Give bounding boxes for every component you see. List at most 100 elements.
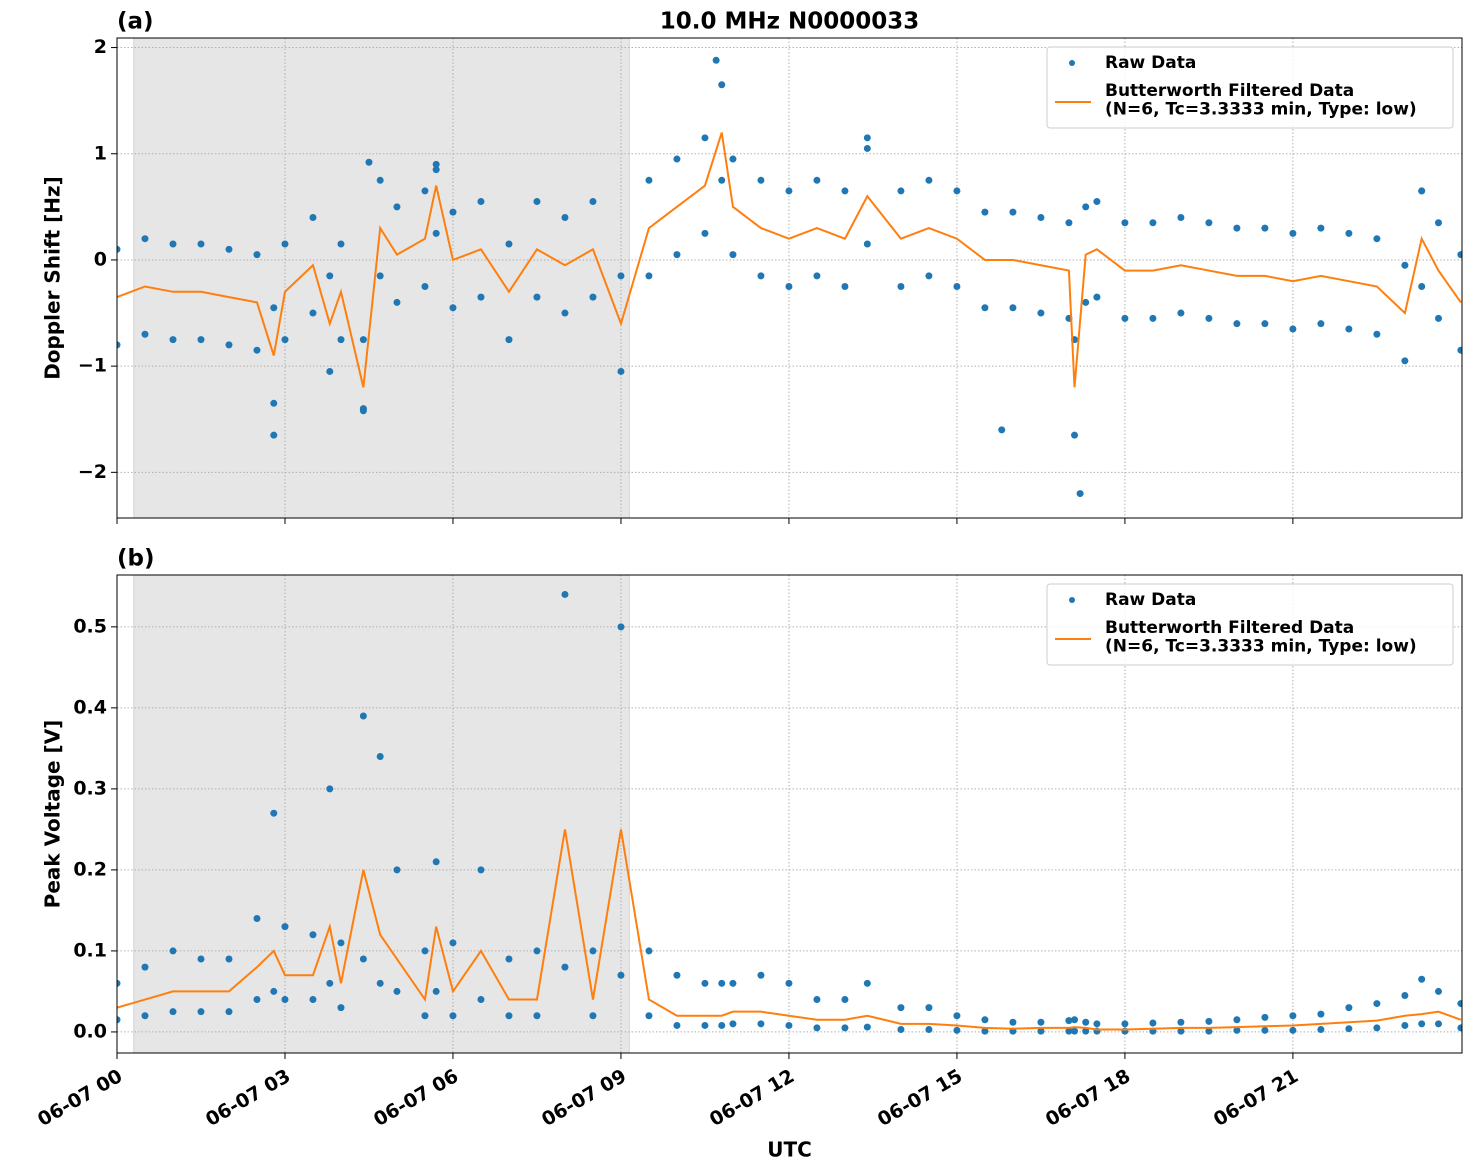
raw-point	[393, 866, 401, 874]
raw-point	[1205, 1027, 1213, 1035]
raw-point	[141, 963, 149, 971]
raw-point	[785, 282, 793, 290]
legend-label: Raw Data	[1105, 53, 1196, 73]
raw-point	[701, 134, 709, 142]
raw-point	[1065, 219, 1073, 227]
raw-point	[432, 160, 440, 168]
raw-point	[505, 1012, 513, 1020]
raw-point	[1345, 1025, 1353, 1033]
raw-point	[897, 1026, 905, 1034]
legend-label: Butterworth Filtered Data (N=6, Tc=3.3333…	[1105, 618, 1417, 657]
raw-point	[1093, 293, 1101, 301]
plot-area	[117, 590, 1462, 1035]
raw-point	[1082, 203, 1090, 211]
raw-point	[393, 298, 401, 306]
raw-point	[863, 1023, 871, 1031]
raw-point	[718, 81, 726, 89]
raw-point	[533, 198, 541, 206]
raw-point	[998, 426, 1006, 434]
raw-point	[477, 198, 485, 206]
raw-point	[533, 1012, 541, 1020]
raw-point	[253, 251, 261, 259]
raw-point	[1457, 1000, 1462, 1008]
raw-point	[645, 1012, 653, 1020]
raw-point	[270, 304, 278, 312]
raw-point	[1076, 490, 1084, 498]
y-tick-label: 2	[94, 36, 107, 58]
raw-point	[393, 203, 401, 211]
raw-point	[1457, 251, 1462, 259]
raw-point	[1149, 1019, 1157, 1027]
raw-point	[757, 176, 765, 184]
raw-point	[281, 996, 289, 1004]
raw-point	[589, 198, 597, 206]
raw-point	[197, 240, 205, 248]
raw-point	[253, 346, 261, 354]
raw-point	[281, 336, 289, 344]
raw-point	[376, 752, 384, 760]
raw-point	[1177, 213, 1185, 221]
shaded-span	[133, 574, 630, 1054]
x-tick-label: 06-07 21	[1210, 1065, 1302, 1131]
raw-point	[673, 155, 681, 163]
raw-point	[1434, 1020, 1442, 1028]
raw-point	[925, 176, 933, 184]
raw-point	[1037, 213, 1045, 221]
raw-point	[141, 1012, 149, 1020]
raw-point	[253, 996, 261, 1004]
raw-point	[393, 987, 401, 995]
raw-point	[477, 866, 485, 874]
raw-point	[117, 245, 121, 253]
raw-point	[1373, 1024, 1381, 1032]
raw-point	[1401, 261, 1409, 269]
x-tick-label: 06-07 12	[706, 1065, 798, 1131]
x-axis-label: UTC	[767, 1138, 812, 1162]
y-tick-label: 0.2	[73, 858, 107, 880]
raw-point	[1009, 208, 1017, 216]
raw-point	[589, 293, 597, 301]
y-tick-label: −1	[78, 355, 107, 377]
raw-point	[337, 1004, 345, 1012]
raw-point	[1289, 325, 1297, 333]
raw-point	[421, 947, 429, 955]
raw-point	[981, 208, 989, 216]
raw-point	[1233, 1026, 1241, 1034]
raw-point	[326, 367, 334, 375]
raw-point	[701, 979, 709, 987]
raw-point	[1121, 1020, 1129, 1028]
y-tick-label: 0	[94, 248, 107, 270]
raw-point	[1317, 1026, 1325, 1034]
raw-point	[673, 971, 681, 979]
raw-point	[1289, 229, 1297, 237]
panel-label: (b)	[117, 546, 155, 572]
raw-point	[141, 235, 149, 243]
raw-point	[673, 251, 681, 259]
raw-point	[477, 293, 485, 301]
raw-point	[141, 330, 149, 338]
raw-point	[925, 1026, 933, 1034]
raw-point	[376, 272, 384, 280]
raw-point	[645, 272, 653, 280]
plot-area	[117, 56, 1462, 498]
raw-point	[432, 166, 440, 174]
raw-point	[1205, 314, 1213, 322]
raw-point	[645, 947, 653, 955]
raw-point	[617, 623, 625, 631]
raw-point	[617, 367, 625, 375]
raw-point	[533, 947, 541, 955]
raw-point	[432, 229, 440, 237]
raw-point	[309, 996, 317, 1004]
raw-point	[785, 187, 793, 195]
raw-point	[645, 176, 653, 184]
raw-point	[309, 931, 317, 939]
raw-point	[841, 996, 849, 1004]
raw-point	[449, 208, 457, 216]
raw-point	[841, 1024, 849, 1032]
raw-point	[1009, 304, 1017, 312]
raw-point	[561, 309, 569, 317]
raw-point	[863, 134, 871, 142]
raw-point	[169, 947, 177, 955]
raw-point	[197, 336, 205, 344]
raw-point	[505, 955, 513, 963]
raw-point	[925, 1004, 933, 1012]
